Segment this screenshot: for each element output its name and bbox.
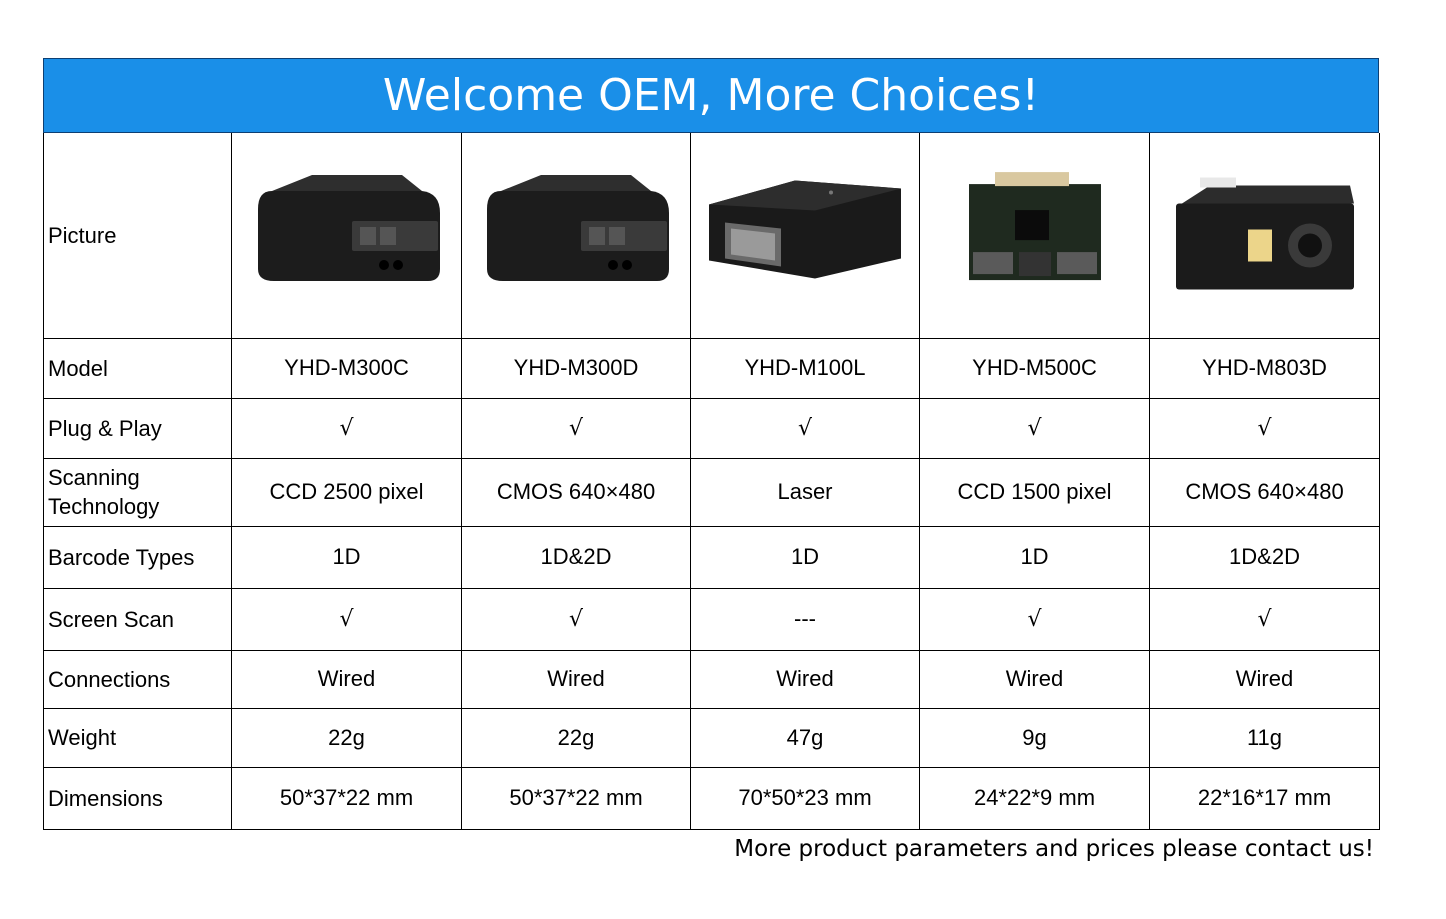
check-mark: √ [1149,397,1380,459]
cell-value: 1D [231,525,462,589]
cell-value: 22g [461,707,691,768]
cell-value: Wired [919,649,1150,709]
cell-value: 9g [919,707,1150,768]
table-row-plug-play: Plug & Play √ √ √ √ √ [43,397,1380,459]
table-row-screen-scan: Screen Scan √ √ --- √ √ [43,587,1380,651]
check-mark: √ [231,587,462,651]
cell-value: 47g [690,707,920,768]
cell-value: 1D [919,525,1150,589]
cell-value: Wired [1149,649,1380,709]
product-image-m803d [1149,133,1380,339]
cell-value: Wired [690,649,920,709]
row-label: Dimensions [43,766,232,830]
cell-value: 50*37*22 mm [461,766,691,830]
table-row-dimensions: Dimensions 50*37*22 mm 50*37*22 mm 70*50… [43,766,1380,830]
cell-value: Wired [461,649,691,709]
table-row-connections: Connections Wired Wired Wired Wired Wire… [43,649,1380,709]
row-label: Connections [43,649,232,709]
cell-value: Wired [231,649,462,709]
cell-value: YHD-M803D [1149,337,1380,399]
check-mark: √ [231,397,462,459]
row-label: Model [43,337,232,399]
check-mark: √ [1149,587,1380,651]
cell-value: CCD 1500 pixel [919,457,1150,527]
banner-title: Welcome OEM, More Choices! [43,58,1379,133]
cell-value: YHD-M300D [461,337,691,399]
product-image-m300d [461,133,691,339]
cell-value: 22*16*17 mm [1149,766,1380,830]
cell-value: CCD 2500 pixel [231,457,462,527]
product-image-m100l [690,133,920,339]
row-label-line: Scanning [48,465,140,490]
check-mark: √ [919,587,1150,651]
check-mark: √ [461,397,691,459]
table-row-scanning-technology: Scanning Technology CCD 2500 pixel CMOS … [43,457,1380,527]
cell-value: 11g [1149,707,1380,768]
cell-value: 1D&2D [461,525,691,589]
cell-value: 50*37*22 mm [231,766,462,830]
comparison-sheet: Welcome OEM, More Choices! Picture [43,58,1380,830]
table-row-model: Model YHD-M300C YHD-M300D YHD-M100L YHD-… [43,337,1380,399]
product-image-m300c [231,133,462,339]
cell-value: Laser [690,457,920,527]
cell-value: YHD-M500C [919,337,1150,399]
row-label: Plug & Play [43,397,232,459]
check-mark: √ [919,397,1150,459]
table-row-weight: Weight 22g 22g 47g 9g 11g [43,707,1380,768]
contact-note: More product parameters and prices pleas… [734,836,1374,862]
cell-value: --- [690,587,920,651]
cell-value: 22g [231,707,462,768]
row-label: Picture [43,133,232,339]
row-label: Scanning Technology [43,457,232,527]
cell-value: 24*22*9 mm [919,766,1150,830]
cell-value: 1D [690,525,920,589]
row-label: Screen Scan [43,587,232,651]
check-mark: √ [461,587,691,651]
spec-table: Picture [43,133,1380,830]
table-row-picture: Picture [43,133,1380,339]
cell-value: CMOS 640×480 [461,457,691,527]
row-label-line: Technology [48,494,160,519]
cell-value: 1D&2D [1149,525,1380,589]
row-label: Weight [43,707,232,768]
check-mark: √ [690,397,920,459]
cell-value: YHD-M100L [690,337,920,399]
cell-value: YHD-M300C [231,337,462,399]
row-label: Barcode Types [43,525,232,589]
cell-value: 70*50*23 mm [690,766,920,830]
cell-value: CMOS 640×480 [1149,457,1380,527]
table-row-barcode-types: Barcode Types 1D 1D&2D 1D 1D 1D&2D [43,525,1380,589]
product-image-m500c [919,133,1150,339]
